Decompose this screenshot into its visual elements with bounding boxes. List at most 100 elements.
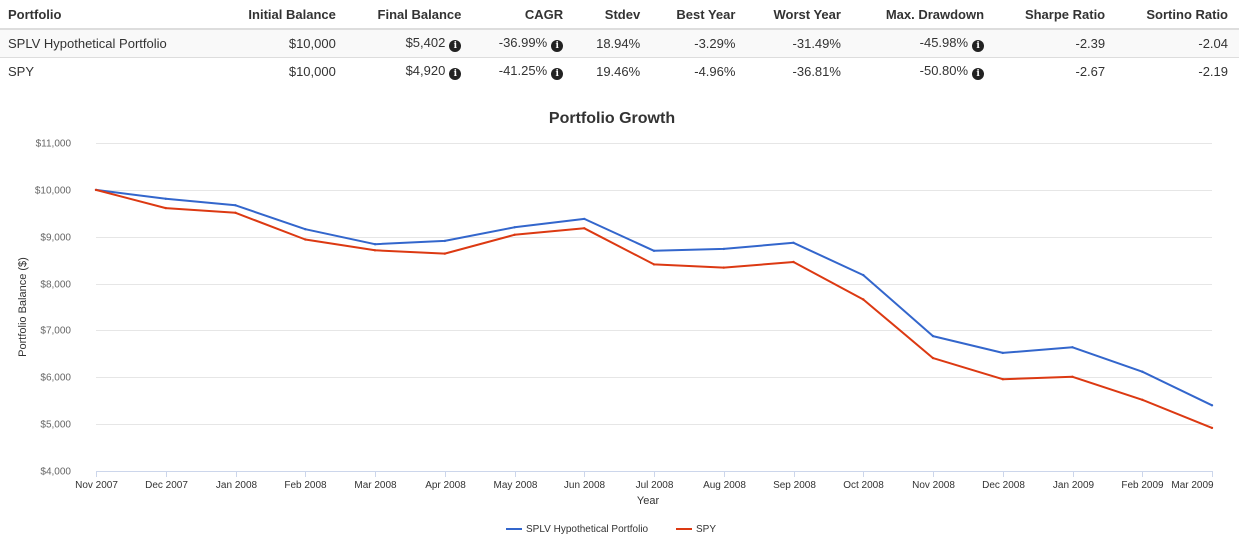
x-tick-label: Mar 2009 — [1171, 480, 1214, 491]
data-point[interactable] — [931, 334, 935, 338]
data-point[interactable] — [1001, 351, 1004, 355]
x-tick-label: May 2008 — [494, 480, 538, 491]
info-circle-icon[interactable]: i — [972, 40, 985, 52]
legend-label[interactable]: SPY — [696, 524, 716, 535]
column-header: Final Balance — [346, 0, 473, 30]
series-lines — [94, 188, 1214, 430]
data-point[interactable] — [722, 247, 725, 251]
data-point[interactable] — [513, 233, 516, 236]
x-tick-label: Dec 2008 — [982, 480, 1025, 491]
data-point[interactable] — [164, 197, 167, 200]
x-tick-label: Aug 2008 — [703, 480, 746, 491]
x-axis-title: Year — [637, 495, 660, 507]
data-point[interactable] — [583, 217, 586, 221]
stdev-cell: 18.94% — [574, 29, 652, 58]
info-circle-icon[interactable]: i — [551, 68, 564, 80]
max-drawdown-cell: -50.80% i — [852, 58, 995, 86]
max-drawdown-cell: -45.98% i — [851, 29, 996, 58]
data-point[interactable] — [234, 211, 237, 214]
best-year-cell: -4.96% — [694, 64, 736, 79]
x-tick-label: Feb 2008 — [284, 480, 327, 491]
info-circle-icon[interactable]: i — [449, 40, 462, 52]
data-point[interactable] — [234, 204, 237, 207]
data-point[interactable] — [1141, 370, 1144, 373]
x-tick-label: Nov 2007 — [75, 480, 118, 491]
data-point[interactable] — [1071, 375, 1074, 378]
data-point[interactable] — [792, 260, 795, 264]
max-drawdown-value: -45.98% — [919, 35, 969, 50]
data-point[interactable] — [1210, 426, 1214, 430]
data-point[interactable] — [931, 356, 935, 360]
sortino-ratio-cell: -2.19 — [1198, 64, 1228, 79]
data-point[interactable] — [583, 227, 586, 230]
x-tick-label: Dec 2007 — [145, 480, 188, 491]
data-point[interactable] — [513, 226, 516, 229]
legend-label[interactable]: SPLV Hypothetical Portfolio — [526, 524, 649, 535]
data-point[interactable] — [443, 252, 446, 255]
y-tick-label: $7,000 — [40, 326, 71, 337]
cagr-value: -36.99% — [498, 35, 548, 50]
x-tick-label: Feb 2009 — [1121, 480, 1164, 491]
data-point[interactable] — [373, 249, 377, 252]
y-tick-label: $4,000 — [40, 467, 71, 478]
data-point[interactable] — [862, 298, 865, 301]
x-tick-label: Jun 2008 — [564, 480, 606, 491]
data-point[interactable] — [652, 263, 656, 266]
column-header: Max. Drawdown — [851, 0, 996, 30]
x-tick-label: Mar 2008 — [354, 480, 397, 491]
worst-year-cell: -31.49% — [746, 29, 852, 58]
data-point[interactable] — [1141, 398, 1144, 401]
max-drawdown-value: -50.80% — [919, 63, 969, 78]
initial-balance-cell: $10,000 — [288, 64, 336, 79]
y-tick-label: $9,000 — [40, 233, 71, 244]
data-point[interactable] — [722, 266, 725, 269]
data-point[interactable] — [164, 206, 167, 210]
info-circle-icon[interactable]: i — [972, 68, 985, 80]
info-circle-icon[interactable]: i — [449, 68, 462, 80]
legend: SPLV Hypothetical Portfolio SPY — [506, 524, 716, 535]
data-point[interactable] — [1071, 346, 1074, 349]
final-balance-value: $5,402 — [405, 35, 446, 50]
final-balance-value: $4,920 — [405, 63, 446, 78]
final-balance-cell: $5,402 i — [346, 29, 473, 58]
y-axis-ticks: $4,000 $5,000 $6,000 $7,000 $8,000 $9,000 $10,… — [35, 139, 72, 478]
data-point[interactable] — [94, 188, 98, 192]
data-point[interactable] — [1210, 404, 1214, 407]
data-point[interactable] — [652, 249, 656, 252]
series-line[interactable] — [95, 188, 1213, 429]
data-point[interactable] — [373, 243, 377, 246]
data-point[interactable] — [792, 241, 795, 244]
x-tick-label: Apr 2008 — [425, 480, 466, 491]
portfolio-name-cell: SPY — [8, 64, 35, 79]
cagr-cell: -41.25% i — [472, 58, 574, 86]
cagr-cell: -36.99% i — [472, 29, 575, 58]
data-point[interactable] — [304, 228, 307, 231]
y-tick-label: $11,000 — [36, 139, 72, 150]
column-header: Initial Balance — [216, 0, 347, 30]
x-tick-label: Jan 2008 — [216, 480, 258, 491]
column-header: Portfolio — [0, 0, 217, 30]
final-balance-cell: $4,920 i — [347, 58, 473, 86]
info-circle-icon[interactable]: i — [551, 40, 564, 52]
series-line[interactable] — [95, 188, 1213, 407]
data-point[interactable] — [1001, 378, 1004, 381]
portfolio-name-cell: SPLV Hypothetical Portfolio — [0, 29, 217, 58]
x-axis-ticks: Nov 2007 Dec 2007 Jan 2008 Feb 2008 Mar 2008… — [75, 471, 1214, 491]
stdev-cell: 19.46% — [596, 64, 641, 79]
data-point[interactable] — [443, 239, 446, 243]
column-header: CAGR — [472, 0, 575, 30]
sharpe-ratio-cell: -2.39 — [995, 29, 1117, 58]
x-tick-label: Jan 2009 — [1053, 480, 1095, 491]
column-header: Stdev — [574, 0, 652, 30]
data-point[interactable] — [862, 273, 865, 277]
initial-balance-cell: $10,000 — [216, 29, 347, 58]
y-axis-title: Portfolio Balance ($) — [17, 257, 29, 357]
best-year-cell: -3.29% — [651, 29, 747, 58]
y-tick-label: $5,000 — [40, 420, 71, 431]
table-row: SPLV Hypothetical Portfolio $10,000 $5,4… — [0, 29, 1239, 58]
y-tick-label: $6,000 — [40, 373, 71, 384]
sortino-ratio-cell: -2.04 — [1116, 29, 1239, 58]
column-header: Sortino Ratio — [1116, 0, 1239, 30]
data-point[interactable] — [304, 238, 307, 241]
worst-year-cell: -36.81% — [792, 64, 841, 79]
